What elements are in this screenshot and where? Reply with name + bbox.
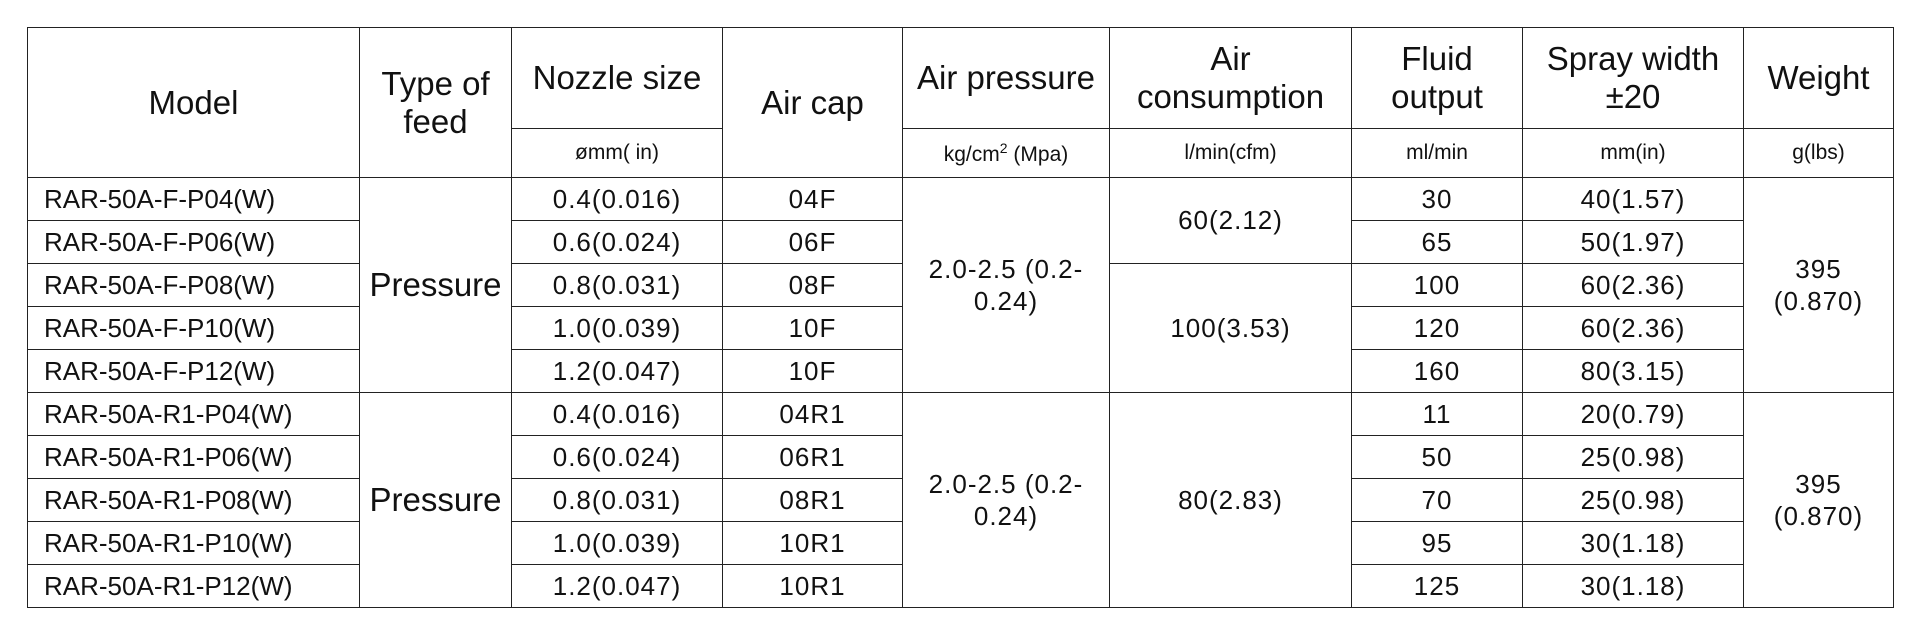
nozzle-size: 1.2(0.047) bbox=[511, 349, 723, 393]
weight: 395 (0.870) bbox=[1743, 177, 1894, 393]
column-unit: g(lbs) bbox=[1743, 128, 1894, 178]
column-unit: mm(in) bbox=[1522, 128, 1744, 178]
column-title: Model bbox=[27, 27, 360, 178]
model: RAR-50A-R1-P06(W) bbox=[27, 435, 360, 479]
spray-width: 80(3.15) bbox=[1522, 349, 1744, 393]
data-row: RAR-50A-F-P08(W) 0.8(0.031) 08F 100(3.53) 10… bbox=[27, 263, 1894, 393]
data-row: RAR-50A-F-P12(W) 1.2(0.047) 10F 160 80(3.15) bbox=[27, 349, 1894, 393]
unit-sup: 2 bbox=[999, 139, 1008, 156]
air-cap: 04R1 bbox=[722, 392, 903, 436]
model: RAR-50A-R1-P04(W) bbox=[27, 392, 360, 436]
nozzle-size: 0.8(0.031) bbox=[511, 478, 723, 522]
unit-text: g(lbs) bbox=[1792, 141, 1845, 164]
nozzle-size: 0.4(0.016) bbox=[511, 177, 723, 221]
nozzle-size: 1.2(0.047) bbox=[511, 564, 723, 608]
data-row: RAR-50A-R1-P04(W) Pressure 0.4(0.016) 04R1 2… bbox=[27, 392, 1894, 608]
column-unit: kg/cm2 (Mpa) bbox=[902, 128, 1110, 178]
air-consumption: 80(2.83) bbox=[1109, 392, 1352, 608]
unit-text: ømm( in) bbox=[575, 141, 659, 164]
fluid-output: 100 bbox=[1351, 263, 1523, 307]
nozzle-size: 0.4(0.016) bbox=[511, 392, 723, 436]
air-cap: 08R1 bbox=[722, 478, 903, 522]
column-title: Weight bbox=[1743, 27, 1894, 129]
table-body: RAR-50A-F-P04(W) Pressure 0.4(0.016) 04F 2.0… bbox=[27, 177, 1894, 608]
air-cap: 10R1 bbox=[722, 564, 903, 608]
air-cap: 06R1 bbox=[722, 435, 903, 479]
spray-width: 25(0.98) bbox=[1522, 435, 1744, 479]
data-row: RAR-50A-R1-P12(W) 1.2(0.047) 10R1 125 30(1.1… bbox=[27, 564, 1894, 608]
air-cap: 04F bbox=[722, 177, 903, 221]
column-title: Fluid output bbox=[1351, 27, 1523, 129]
nozzle-size: 1.0(0.039) bbox=[511, 521, 723, 565]
unit-text: kg/cm bbox=[943, 142, 1000, 166]
nozzle-size: 0.6(0.024) bbox=[511, 220, 723, 264]
air-cap: 10F bbox=[722, 349, 903, 393]
column-title: Spray width ±20 bbox=[1522, 27, 1744, 129]
model: RAR-50A-F-P06(W) bbox=[27, 220, 360, 264]
weight: 395 (0.870) bbox=[1743, 392, 1894, 608]
spray-width: 50(1.97) bbox=[1522, 220, 1744, 264]
column-unit: ømm( in) bbox=[511, 128, 723, 178]
air-cap: 06F bbox=[722, 220, 903, 264]
air-cap: 10F bbox=[722, 306, 903, 350]
column-unit: l/min(cfm) bbox=[1109, 128, 1352, 178]
unit-text: l/min(cfm) bbox=[1184, 141, 1277, 164]
unit-row: ømm( in) kg/cm2 (Mpa) l/min(cfm) ml/min mm(i… bbox=[28, 128, 1894, 178]
model: RAR-50A-R1-P08(W) bbox=[27, 478, 360, 522]
fluid-output: 50 bbox=[1351, 435, 1523, 479]
column-title: Air cap bbox=[722, 27, 903, 178]
header-row: Model Type of feed Nozzle size Air cap Air p… bbox=[27, 27, 1894, 178]
fluid-output: 11 bbox=[1351, 392, 1523, 436]
air-cap: 10R1 bbox=[722, 521, 903, 565]
model: RAR-50A-F-P08(W) bbox=[27, 263, 360, 307]
data-row: RAR-50A-R1-P08(W) 0.8(0.031) 08R1 70 25(0.98… bbox=[27, 478, 1894, 522]
column-title: Air consumption bbox=[1109, 27, 1352, 129]
spray-width: 30(1.18) bbox=[1522, 521, 1744, 565]
air-pressure: 2.0-2.5 (0.2-0.24) bbox=[902, 392, 1110, 608]
fluid-output: 70 bbox=[1351, 478, 1523, 522]
model: RAR-50A-F-P12(W) bbox=[27, 349, 360, 393]
feed-type: Pressure bbox=[359, 177, 512, 393]
unit-text: mm(in) bbox=[1600, 141, 1666, 164]
fluid-output: 65 bbox=[1351, 220, 1523, 264]
column-title: Air pressure bbox=[902, 27, 1110, 129]
fluid-output: 30 bbox=[1351, 177, 1523, 221]
fluid-output: 95 bbox=[1351, 521, 1523, 565]
column-title: Nozzle size bbox=[511, 27, 723, 129]
spec-table: Model Type of feed Nozzle size Air cap Air p… bbox=[27, 27, 1894, 608]
fluid-output: 120 bbox=[1351, 306, 1523, 350]
fluid-output: 125 bbox=[1351, 564, 1523, 608]
spray-width: 30(1.18) bbox=[1522, 564, 1744, 608]
unit-text: (Mpa) bbox=[1007, 142, 1069, 166]
fluid-output: 160 bbox=[1351, 349, 1523, 393]
air-consumption: 60(2.12) bbox=[1109, 177, 1352, 264]
table-head: Model Type of feed Nozzle size Air cap Air p… bbox=[27, 27, 1894, 178]
spray-width: 25(0.98) bbox=[1522, 478, 1744, 522]
column-unit: ml/min bbox=[1351, 128, 1523, 178]
spray-width: 60(2.36) bbox=[1522, 263, 1744, 307]
model: RAR-50A-R1-P10(W) bbox=[27, 521, 360, 565]
spray-width: 40(1.57) bbox=[1522, 177, 1744, 221]
feed-type: Pressure bbox=[359, 392, 512, 608]
unit-text: ml/min bbox=[1406, 141, 1468, 164]
model: RAR-50A-F-P04(W) bbox=[27, 177, 360, 221]
nozzle-size: 0.8(0.031) bbox=[511, 263, 723, 307]
air-cap: 08F bbox=[722, 263, 903, 307]
spray-width: 60(2.36) bbox=[1522, 306, 1744, 350]
model: RAR-50A-R1-P12(W) bbox=[27, 564, 360, 608]
data-row: RAR-50A-F-P04(W) Pressure 0.4(0.016) 04F 2.0… bbox=[27, 177, 1894, 393]
nozzle-size: 0.6(0.024) bbox=[511, 435, 723, 479]
nozzle-size: 1.0(0.039) bbox=[511, 306, 723, 350]
spray-width: 20(0.79) bbox=[1522, 392, 1744, 436]
model: RAR-50A-F-P10(W) bbox=[27, 306, 360, 350]
air-consumption: 100(3.53) bbox=[1109, 263, 1352, 393]
column-title: Type of feed bbox=[359, 27, 512, 178]
air-pressure: 2.0-2.5 (0.2-0.24) bbox=[902, 177, 1110, 393]
